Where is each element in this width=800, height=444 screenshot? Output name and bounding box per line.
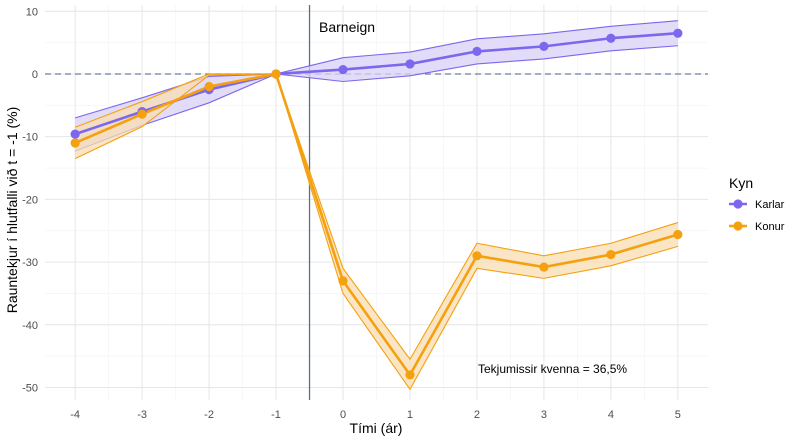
data-point-karlar xyxy=(606,33,616,43)
upper-bound-line-karlar xyxy=(74,20,678,119)
x-tick-label: -4 xyxy=(70,409,80,421)
y-tick-label: -50 xyxy=(22,382,38,394)
legend-items: Karlar Konur xyxy=(729,199,785,233)
data-point-konur xyxy=(673,229,683,240)
x-tick-label: -3 xyxy=(137,409,147,421)
x-tick-label: -1 xyxy=(271,409,281,421)
income-loss-note: Tekjumissir kvenna = 36,5% xyxy=(478,362,627,376)
data-point-konur xyxy=(204,81,214,92)
data-point-konur xyxy=(606,249,616,260)
x-tick-label: -2 xyxy=(204,409,214,421)
event-label: Barneign xyxy=(319,19,375,35)
legend-key-point-konur xyxy=(733,221,743,231)
x-tick-label: 3 xyxy=(541,409,547,421)
data-point-konur xyxy=(271,69,281,79)
y-tick-label: -10 xyxy=(22,132,38,144)
data-point-karlar xyxy=(70,129,80,139)
upper-bound-line-konur xyxy=(74,73,679,361)
grid-layer xyxy=(45,5,708,400)
y-axis-title: Rauntekjur í hlutfalli við t = -1 (%) xyxy=(4,107,20,314)
data-point-karlar xyxy=(405,59,415,69)
lower-bound-line-karlar xyxy=(74,45,678,152)
x-tick-label: 5 xyxy=(675,409,681,421)
data-point-konur xyxy=(405,370,415,380)
data-point-karlar xyxy=(472,46,482,56)
data-point-karlar xyxy=(673,28,683,38)
series-line-konur xyxy=(74,72,679,377)
data-point-konur xyxy=(472,251,482,261)
data-point-konur xyxy=(70,138,80,148)
data-point-konur xyxy=(539,262,549,272)
confidence-band-karlar xyxy=(75,20,678,152)
series-lines xyxy=(74,31,679,377)
legend-label-karlar: Karlar xyxy=(755,199,785,211)
y-tick-label: -30 xyxy=(22,257,38,269)
y-tick-label: -20 xyxy=(22,194,38,206)
y-tick-label: -40 xyxy=(22,320,38,332)
data-point-konur xyxy=(137,109,147,119)
legend: Kyn Karlar Konur xyxy=(729,175,785,233)
x-tick-label: 2 xyxy=(474,409,480,421)
x-tick-label: 1 xyxy=(407,409,413,421)
x-tick-label: 0 xyxy=(340,409,346,421)
x-tick-label: 4 xyxy=(608,409,614,421)
data-point-konur xyxy=(338,276,348,286)
y-tick-label: 10 xyxy=(26,6,38,18)
data-point-karlar xyxy=(539,41,549,51)
legend-label-konur: Konur xyxy=(755,221,785,233)
data-point-karlar xyxy=(338,64,348,75)
legend-title: Kyn xyxy=(729,175,753,191)
x-axis-title: Tími (ár) xyxy=(350,420,403,436)
y-tick-label: 0 xyxy=(32,69,38,81)
legend-key-point-karlar xyxy=(733,199,743,209)
series-points xyxy=(70,28,683,380)
